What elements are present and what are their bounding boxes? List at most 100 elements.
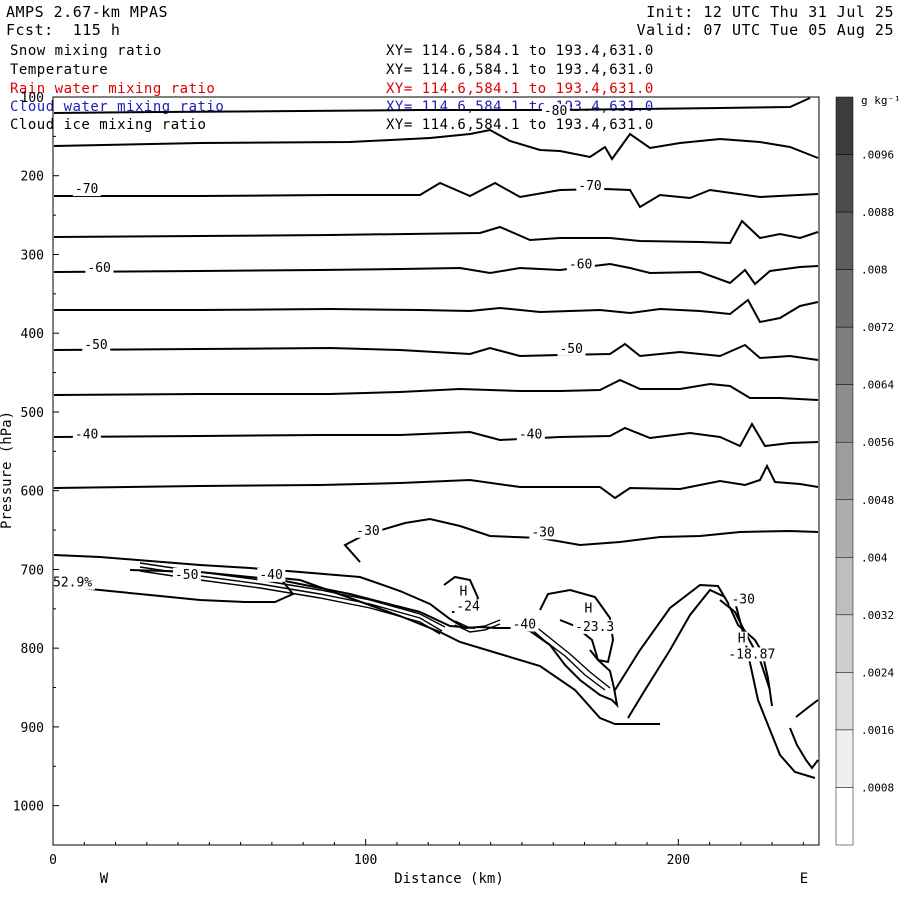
field-name-temperature: Temperature bbox=[10, 62, 109, 78]
contour-label-bg bbox=[557, 341, 586, 356]
contour-label: -70 bbox=[75, 182, 98, 197]
y-tick-label: 100 bbox=[21, 91, 44, 106]
field-name-snow: Snow mixing ratio bbox=[10, 43, 162, 59]
colorbar-level: .0096 bbox=[861, 149, 894, 162]
y-tick-label: 900 bbox=[21, 721, 44, 736]
y-tick-label: 800 bbox=[21, 642, 44, 657]
contour-label: H bbox=[459, 584, 467, 599]
isotherm-minus-80 bbox=[53, 128, 819, 161]
contour-label: 52.9% bbox=[53, 576, 92, 591]
colorbar: .0096 .0088 .008 .0072 .0064 .0056 .0048 .004 .0… bbox=[835, 96, 894, 846]
y-tick-label: 700 bbox=[21, 563, 44, 578]
isotherm-minus-65 bbox=[53, 219, 819, 245]
x-axis-label: Distance (km) bbox=[394, 871, 504, 887]
field-name-cloud-ice: Cloud ice mixing ratio bbox=[10, 117, 207, 133]
colorbar-swatch bbox=[835, 96, 854, 155]
right-edge-bowl bbox=[795, 699, 819, 718]
field-xy-cloud-ice: XY= 114.6,584.1 to 193.4,631.0 bbox=[386, 117, 654, 133]
contour-label: -40 bbox=[513, 617, 536, 632]
colorbar-level: .0032 bbox=[861, 609, 894, 622]
colorbar-unit: g kg⁻¹ bbox=[861, 94, 900, 107]
y-tick-label: 600 bbox=[21, 485, 44, 500]
contour-label: -50 bbox=[175, 568, 198, 583]
contour-label-bg bbox=[354, 523, 383, 538]
contour-label-bg bbox=[735, 631, 748, 646]
init-time: Init: 12 UTC Thu 31 Jul 25 bbox=[646, 3, 894, 21]
west-label: W bbox=[100, 871, 109, 887]
h-cell-middle bbox=[539, 588, 615, 664]
valid-time: Valid: 07 UTC Tue 05 Aug 25 bbox=[636, 21, 894, 39]
colorbar-swatch bbox=[835, 499, 854, 558]
contour-label-bg bbox=[85, 260, 114, 275]
colorbar-level: .0072 bbox=[861, 321, 894, 334]
isotherm-minus-30 bbox=[377, 517, 819, 547]
colorbar-swatch bbox=[835, 729, 854, 788]
contour-labels: -80 -70 -70 -60 -60 -50 -50 -40 -40 -30 -30 -50 -40 -… bbox=[51, 104, 779, 662]
contour-label-bg bbox=[172, 567, 201, 582]
isotherm-minus-70 bbox=[54, 181, 819, 209]
isotherm-minus-50 bbox=[53, 342, 819, 361]
contour-label: H bbox=[738, 632, 746, 647]
field-xy-snow: XY= 114.6,584.1 to 193.4,631.0 bbox=[386, 43, 654, 59]
temperature-contours bbox=[53, 97, 819, 779]
contour-label: -50 bbox=[84, 338, 107, 353]
contour-label-bg bbox=[257, 567, 286, 582]
colorbar-swatch bbox=[835, 441, 854, 501]
colorbar-swatch bbox=[835, 787, 854, 846]
isotherm-minus-60 bbox=[53, 262, 819, 286]
contour-label-bg bbox=[566, 257, 595, 272]
y-tick-label: 300 bbox=[21, 248, 44, 263]
y-tick-label: 500 bbox=[21, 406, 44, 421]
colorbar-swatch bbox=[835, 269, 854, 328]
contour-label-bg bbox=[51, 575, 95, 590]
colorbar-swatch bbox=[835, 384, 854, 443]
model-title: AMPS 2.67-km MPAS bbox=[6, 3, 169, 21]
east-label: E bbox=[800, 871, 808, 887]
contour-label-bg bbox=[516, 427, 545, 442]
contour-label-bg bbox=[541, 104, 570, 119]
contour-label-bg bbox=[573, 619, 618, 634]
colorbar-swatch bbox=[835, 672, 854, 731]
contour-label: -18.87 bbox=[728, 647, 775, 662]
colorbar-level: .0088 bbox=[861, 206, 894, 219]
colorbar-swatch bbox=[835, 557, 854, 616]
isotherm-minus-45 bbox=[53, 378, 819, 401]
contour-label-bg bbox=[72, 427, 101, 442]
contour-label-bg bbox=[82, 337, 111, 352]
isotherm-minus-35 bbox=[53, 463, 819, 500]
contour-label: -40 bbox=[259, 568, 282, 583]
isotherm-top bbox=[53, 97, 811, 114]
y-tick-label: 1000 bbox=[13, 800, 44, 815]
isotherm-minus-40 bbox=[53, 421, 819, 448]
contour-label: -40 bbox=[519, 428, 542, 443]
plot-frame bbox=[52, 96, 820, 846]
contour-label-bg bbox=[457, 584, 470, 599]
colorbar-swatch bbox=[835, 614, 854, 673]
colorbar-level: .0024 bbox=[861, 666, 894, 679]
x-tick-label: 200 bbox=[667, 853, 690, 868]
contour-label: -40 bbox=[75, 428, 98, 443]
y-axis-label: Pressure (hPa) bbox=[0, 411, 15, 529]
field-xy-temperature: XY= 114.6,584.1 to 193.4,631.0 bbox=[386, 62, 654, 78]
contour-label-bg bbox=[726, 647, 779, 662]
isotherm-minus-55 bbox=[54, 298, 819, 324]
x-tick-label: 100 bbox=[354, 853, 377, 868]
colorbar-level: .008 bbox=[861, 264, 888, 277]
contour-label-bg bbox=[510, 617, 539, 632]
x-tick-label: 0 bbox=[49, 853, 57, 868]
contour-label-bg bbox=[729, 592, 758, 607]
contour-label: -80 bbox=[544, 104, 567, 119]
surface-edge-line bbox=[53, 576, 660, 725]
contour-label-bg bbox=[529, 525, 558, 540]
colorbar-level: .0048 bbox=[861, 494, 894, 507]
contour-label: -60 bbox=[87, 261, 110, 276]
pressure-axis: 100 200 300 400 500 600 700 800 900 1000 bbox=[13, 91, 59, 815]
contour-label: -30 bbox=[356, 524, 379, 539]
contour-label: H bbox=[585, 602, 593, 617]
colorbar-level: .0008 bbox=[861, 781, 894, 794]
y-tick-label: 200 bbox=[21, 170, 44, 185]
y-tick-label: 400 bbox=[21, 327, 44, 342]
contour-label-bg bbox=[582, 601, 595, 616]
colorbar-swatch bbox=[835, 154, 854, 213]
